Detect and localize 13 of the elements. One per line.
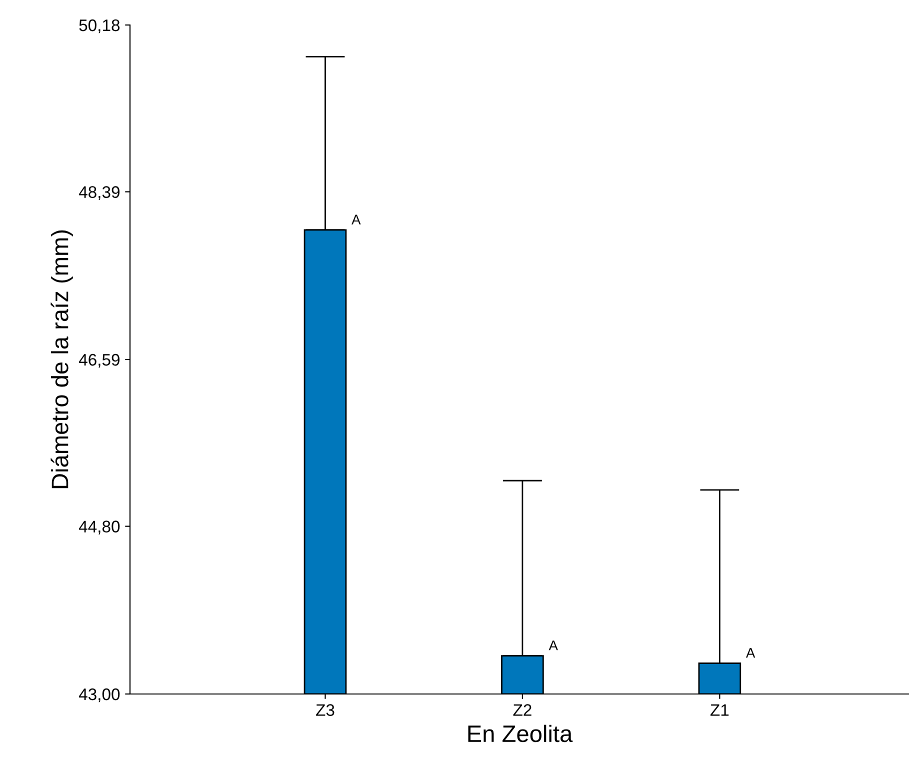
y-axis-title: Diámetro de la raíz (mm) — [50, 230, 74, 488]
y-tick-label: 44,80 — [78, 520, 120, 534]
x-axis-title: En Zeolita — [468, 724, 573, 742]
y-tick-label: 48,39 — [78, 186, 120, 200]
y-tick-label: 50,18 — [79, 19, 120, 34]
annotation: A — [548, 640, 558, 650]
annotation: A — [746, 648, 756, 658]
y-tick-label: 46,59 — [78, 354, 120, 368]
x-tick-label: Z1 — [710, 704, 729, 716]
x-tick-label: Z2 — [513, 704, 532, 716]
y-tick-label: 43,00 — [78, 688, 120, 702]
annotation: A — [352, 214, 361, 224]
x-tick-label: Z3 — [316, 704, 334, 716]
